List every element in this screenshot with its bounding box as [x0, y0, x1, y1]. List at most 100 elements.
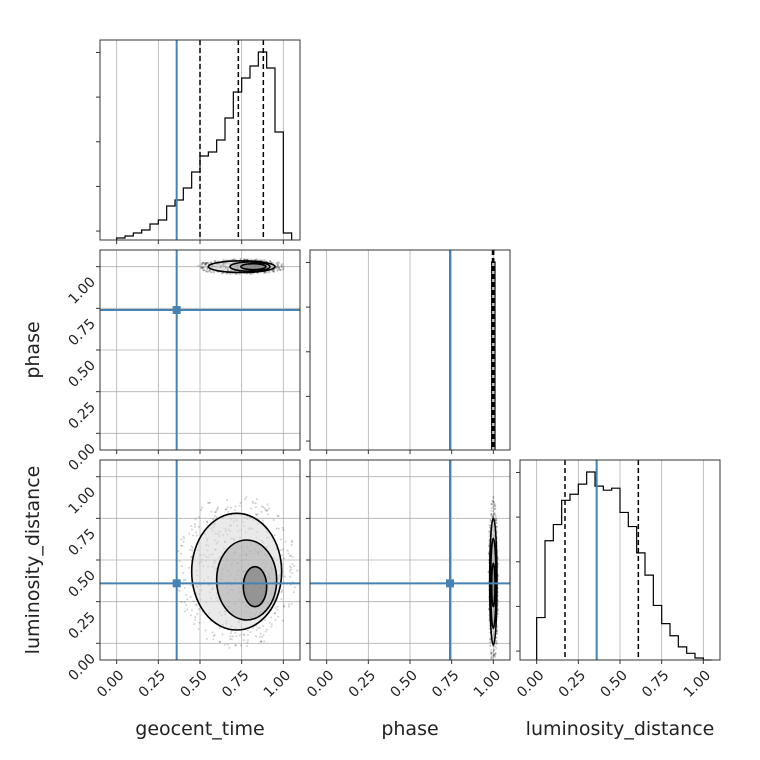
sample-point — [246, 645, 249, 648]
sample-point — [495, 525, 498, 528]
sample-point — [204, 262, 207, 265]
sample-point — [229, 632, 232, 635]
sample-point — [243, 634, 246, 637]
x-tick-label: 0.50 — [597, 668, 630, 701]
sample-point — [183, 586, 186, 589]
sample-point — [493, 653, 496, 656]
sample-point — [183, 601, 186, 604]
sample-point — [201, 506, 204, 509]
sample-point — [490, 512, 493, 515]
sample-point — [279, 548, 282, 551]
sample-point — [246, 641, 249, 644]
sample-point — [272, 270, 275, 273]
sample-point — [229, 272, 232, 275]
sample-point — [282, 265, 285, 268]
sample-point — [276, 266, 279, 269]
sample-point — [289, 565, 292, 568]
y-tick-label: 0.50 — [65, 568, 98, 601]
sample-point — [226, 499, 229, 502]
sample-point — [278, 267, 281, 270]
sample-point — [255, 258, 258, 261]
sample-point — [495, 521, 498, 524]
sample-point — [291, 572, 294, 575]
sample-point — [274, 606, 277, 609]
sample-point — [201, 266, 204, 269]
sample-point — [280, 554, 283, 557]
sample-point — [259, 640, 262, 643]
sample-point — [197, 264, 200, 267]
density-panel-geocent-time-phase: 0.00 0.25 0.50 0.75 1.00 — [65, 249, 301, 474]
sample-point — [203, 266, 206, 269]
sample-point — [216, 507, 219, 510]
sample-point — [277, 615, 280, 618]
sample-point — [200, 262, 203, 265]
sample-point — [282, 528, 285, 531]
sample-point — [230, 630, 233, 633]
sample-point — [492, 495, 495, 498]
sample-point — [208, 501, 211, 504]
sample-point — [280, 264, 283, 267]
sample-point — [281, 262, 284, 265]
sample-point — [281, 563, 284, 566]
sample-point — [283, 604, 286, 607]
sample-point — [186, 608, 189, 611]
sample-point — [489, 640, 492, 643]
sample-point — [225, 508, 228, 511]
sample-point — [213, 260, 216, 263]
sample-point — [238, 504, 241, 507]
sample-point — [289, 568, 292, 571]
sample-point — [205, 637, 208, 640]
sample-point — [274, 618, 277, 621]
sample-point — [250, 272, 253, 275]
sample-point — [183, 537, 186, 540]
sample-point — [206, 267, 209, 270]
sample-point — [206, 261, 209, 264]
sample-point — [281, 265, 284, 268]
sample-point — [202, 261, 205, 264]
sample-point — [205, 269, 208, 272]
sample-point — [490, 502, 493, 505]
sample-point — [492, 505, 495, 508]
sample-point — [490, 656, 493, 659]
sample-point — [271, 270, 274, 273]
sample-point — [291, 563, 294, 566]
x-tick-label: 0.75 — [219, 668, 252, 701]
sample-point — [182, 572, 185, 575]
sample-point — [184, 578, 187, 581]
sample-point — [192, 600, 195, 603]
sample-point — [491, 654, 494, 657]
sample-point — [262, 633, 265, 636]
sample-point — [272, 270, 275, 273]
x-tick-label: 0.50 — [177, 668, 210, 701]
sample-point — [495, 641, 498, 644]
sample-point — [492, 655, 495, 658]
sample-point — [226, 272, 229, 275]
sample-point — [213, 510, 216, 513]
sample-point — [494, 655, 497, 658]
sample-point — [490, 513, 493, 516]
sample-point — [267, 513, 270, 516]
sample-point — [208, 269, 211, 272]
density-fill — [243, 566, 267, 607]
sample-point — [257, 627, 260, 630]
sample-point — [281, 619, 284, 622]
sample-point — [229, 635, 232, 638]
sample-point — [190, 614, 193, 617]
sample-point — [216, 506, 219, 509]
sample-point — [490, 653, 493, 656]
sample-point — [276, 263, 279, 266]
sample-point — [239, 257, 242, 260]
sample-point — [212, 634, 215, 637]
x-tick-label: 1.00 — [681, 668, 714, 701]
sample-point — [235, 272, 238, 275]
sample-point — [215, 516, 218, 519]
histogram-step-line — [536, 471, 712, 661]
sample-point — [288, 605, 291, 608]
sample-point — [259, 635, 262, 638]
sample-point — [261, 635, 264, 638]
sample-point — [276, 263, 279, 266]
sample-point — [280, 266, 283, 269]
sample-point — [493, 503, 496, 506]
sample-point — [178, 560, 181, 563]
